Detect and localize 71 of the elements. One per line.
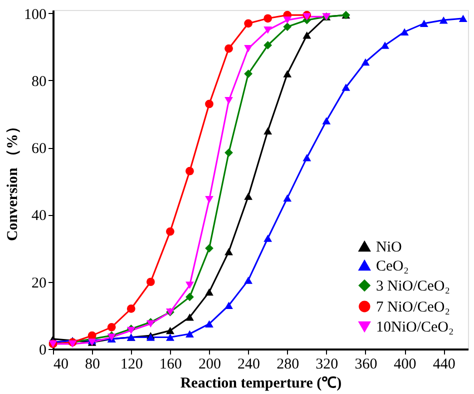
point [205, 196, 214, 204]
x-tick-label: 120 [120, 356, 143, 372]
point [283, 16, 292, 24]
point [439, 16, 448, 24]
point [205, 320, 214, 328]
point [264, 41, 272, 50]
point [302, 13, 312, 20]
x-tick-label: 40 [54, 356, 68, 372]
point [264, 234, 272, 242]
point [224, 97, 233, 104]
point [126, 304, 136, 313]
y-tick-label: 100 [24, 6, 46, 23]
point [107, 323, 116, 332]
point [224, 44, 233, 53]
point [224, 302, 233, 309]
point [322, 117, 331, 124]
point [166, 227, 174, 236]
point [224, 248, 233, 256]
point [205, 244, 214, 252]
point [186, 166, 194, 176]
point [166, 326, 174, 334]
point [186, 292, 194, 302]
point [283, 70, 292, 78]
point [380, 42, 390, 49]
point [244, 19, 252, 28]
x-tick-label: 160 [159, 356, 182, 372]
point [458, 14, 468, 22]
x-tick-label: 80 [85, 356, 100, 372]
legend-label: 10NiO/CeO₂ [376, 320, 454, 336]
y-tick-label: 60 [32, 141, 46, 158]
point [166, 334, 174, 341]
y-tick-label: 40 [32, 208, 46, 224]
point [244, 276, 252, 284]
point [186, 330, 194, 338]
point [244, 192, 252, 200]
point [146, 278, 155, 286]
point [342, 84, 350, 91]
point [420, 20, 428, 28]
point [361, 58, 370, 66]
point [400, 28, 409, 36]
point [146, 320, 155, 328]
legend-label: NiO [376, 240, 402, 256]
point [186, 313, 194, 321]
point [264, 26, 272, 34]
point [283, 22, 292, 31]
y-axis-title: Conversion （%） [5, 118, 21, 242]
x-tick-label: 440 [432, 356, 456, 372]
point [264, 14, 272, 23]
point [283, 194, 292, 202]
point [302, 154, 312, 162]
x-tick-label: 240 [238, 356, 260, 372]
y-tick-label: 0 [39, 342, 46, 358]
y-tick-label: 80 [32, 74, 46, 90]
x-tick-label: 280 [276, 356, 300, 372]
point [205, 100, 214, 108]
point [302, 32, 312, 39]
point [186, 282, 194, 289]
legend-label: 3 NiO/CeO₂ [376, 278, 450, 294]
x-tick-label: 200 [198, 356, 221, 372]
x-tick-label: 320 [316, 356, 338, 372]
x-tick-label: 400 [394, 356, 416, 372]
legend-label: 7 NiO/CeO₂ [376, 300, 450, 316]
point [224, 148, 233, 157]
point [244, 44, 252, 52]
x-axis-title: Reaction temperture (℃) [180, 376, 342, 392]
point [205, 288, 214, 296]
y-tick-label: 20 [32, 275, 46, 292]
legend-label: CeO₂ [376, 258, 409, 274]
point [264, 127, 272, 134]
point [244, 70, 252, 78]
x-tick-label: 360 [354, 356, 378, 372]
